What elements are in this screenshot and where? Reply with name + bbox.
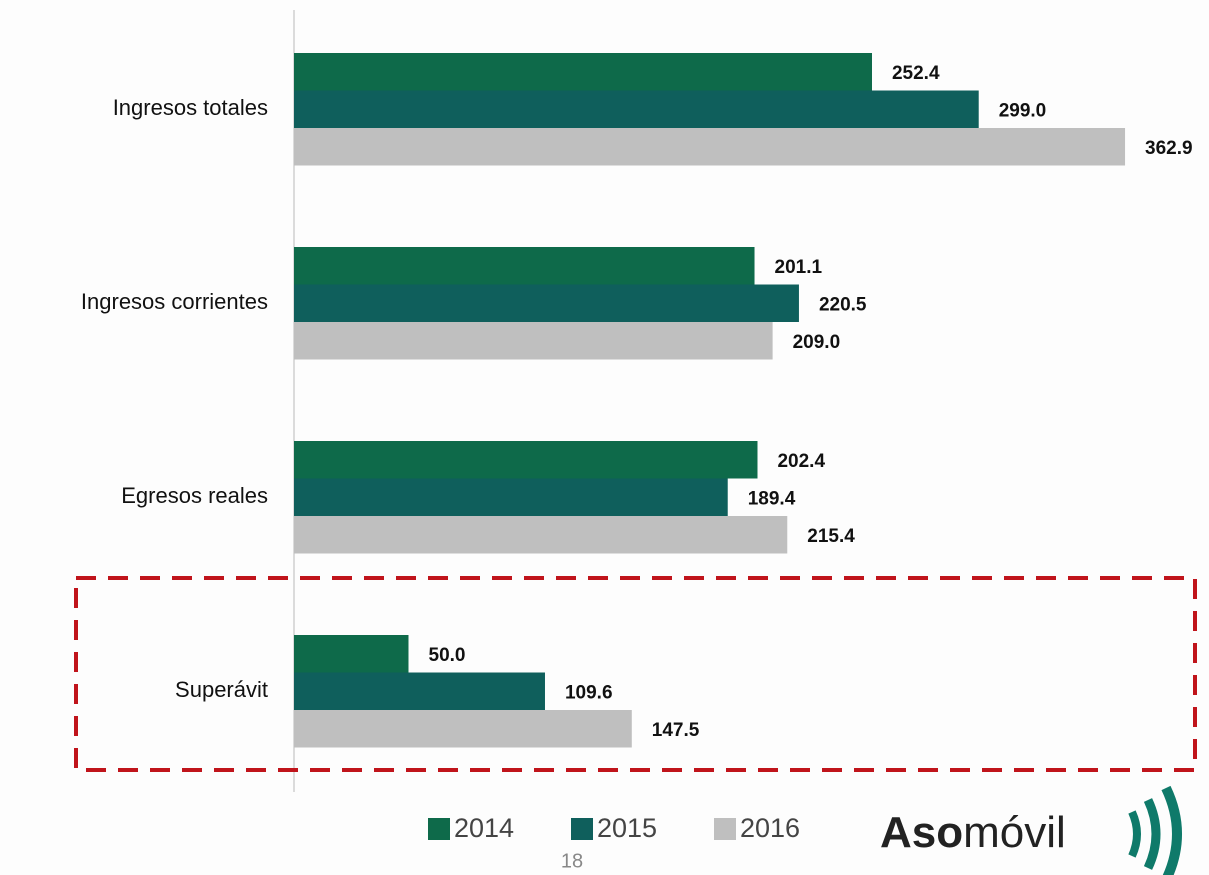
- legend-label: 2014: [454, 813, 514, 843]
- logo-bold: Aso: [880, 808, 963, 857]
- bar: [294, 635, 409, 673]
- logo-wave: [1161, 785, 1182, 875]
- legend-swatch: [714, 818, 736, 840]
- logo-light: móvil: [963, 808, 1066, 857]
- value-label: 215.4: [807, 526, 855, 547]
- bar: [294, 478, 728, 516]
- logo: Asomóvil: [880, 785, 1182, 875]
- value-label: 220.5: [819, 294, 867, 315]
- category-label: Ingresos corrientes: [81, 289, 268, 314]
- highlight-box: [74, 576, 1197, 772]
- logo-wave: [1143, 798, 1161, 870]
- category-label: Ingresos totales: [113, 95, 268, 120]
- legend-swatch: [428, 818, 450, 840]
- value-label: 252.4: [892, 63, 940, 84]
- value-label: 50.0: [429, 645, 466, 666]
- category-label: Egresos reales: [121, 483, 268, 508]
- category-label: Superávit: [175, 677, 268, 702]
- value-label: 202.4: [777, 451, 825, 472]
- value-label: 147.5: [652, 720, 700, 741]
- bar: [294, 710, 632, 748]
- value-label: 201.1: [775, 257, 823, 278]
- bar: [294, 441, 758, 479]
- logo-wave: [1128, 810, 1141, 858]
- bar: [294, 128, 1126, 166]
- value-label: 189.4: [748, 488, 796, 509]
- value-label: 209.0: [793, 332, 841, 353]
- bar: [294, 53, 872, 91]
- value-label: 299.0: [999, 100, 1047, 121]
- legend-swatch: [571, 818, 593, 840]
- value-label: 109.6: [565, 682, 613, 703]
- bar: [294, 90, 979, 128]
- bar: [294, 672, 545, 710]
- bar: [294, 322, 773, 360]
- value-label: 362.9: [1145, 138, 1193, 159]
- bar: [294, 247, 755, 285]
- legend-label: 2016: [740, 813, 800, 843]
- logo-text: Asomóvil: [880, 808, 1066, 857]
- legend-label: 2015: [597, 813, 657, 843]
- bar: [294, 516, 788, 554]
- page-number: 18: [561, 850, 583, 872]
- bar: [294, 284, 799, 322]
